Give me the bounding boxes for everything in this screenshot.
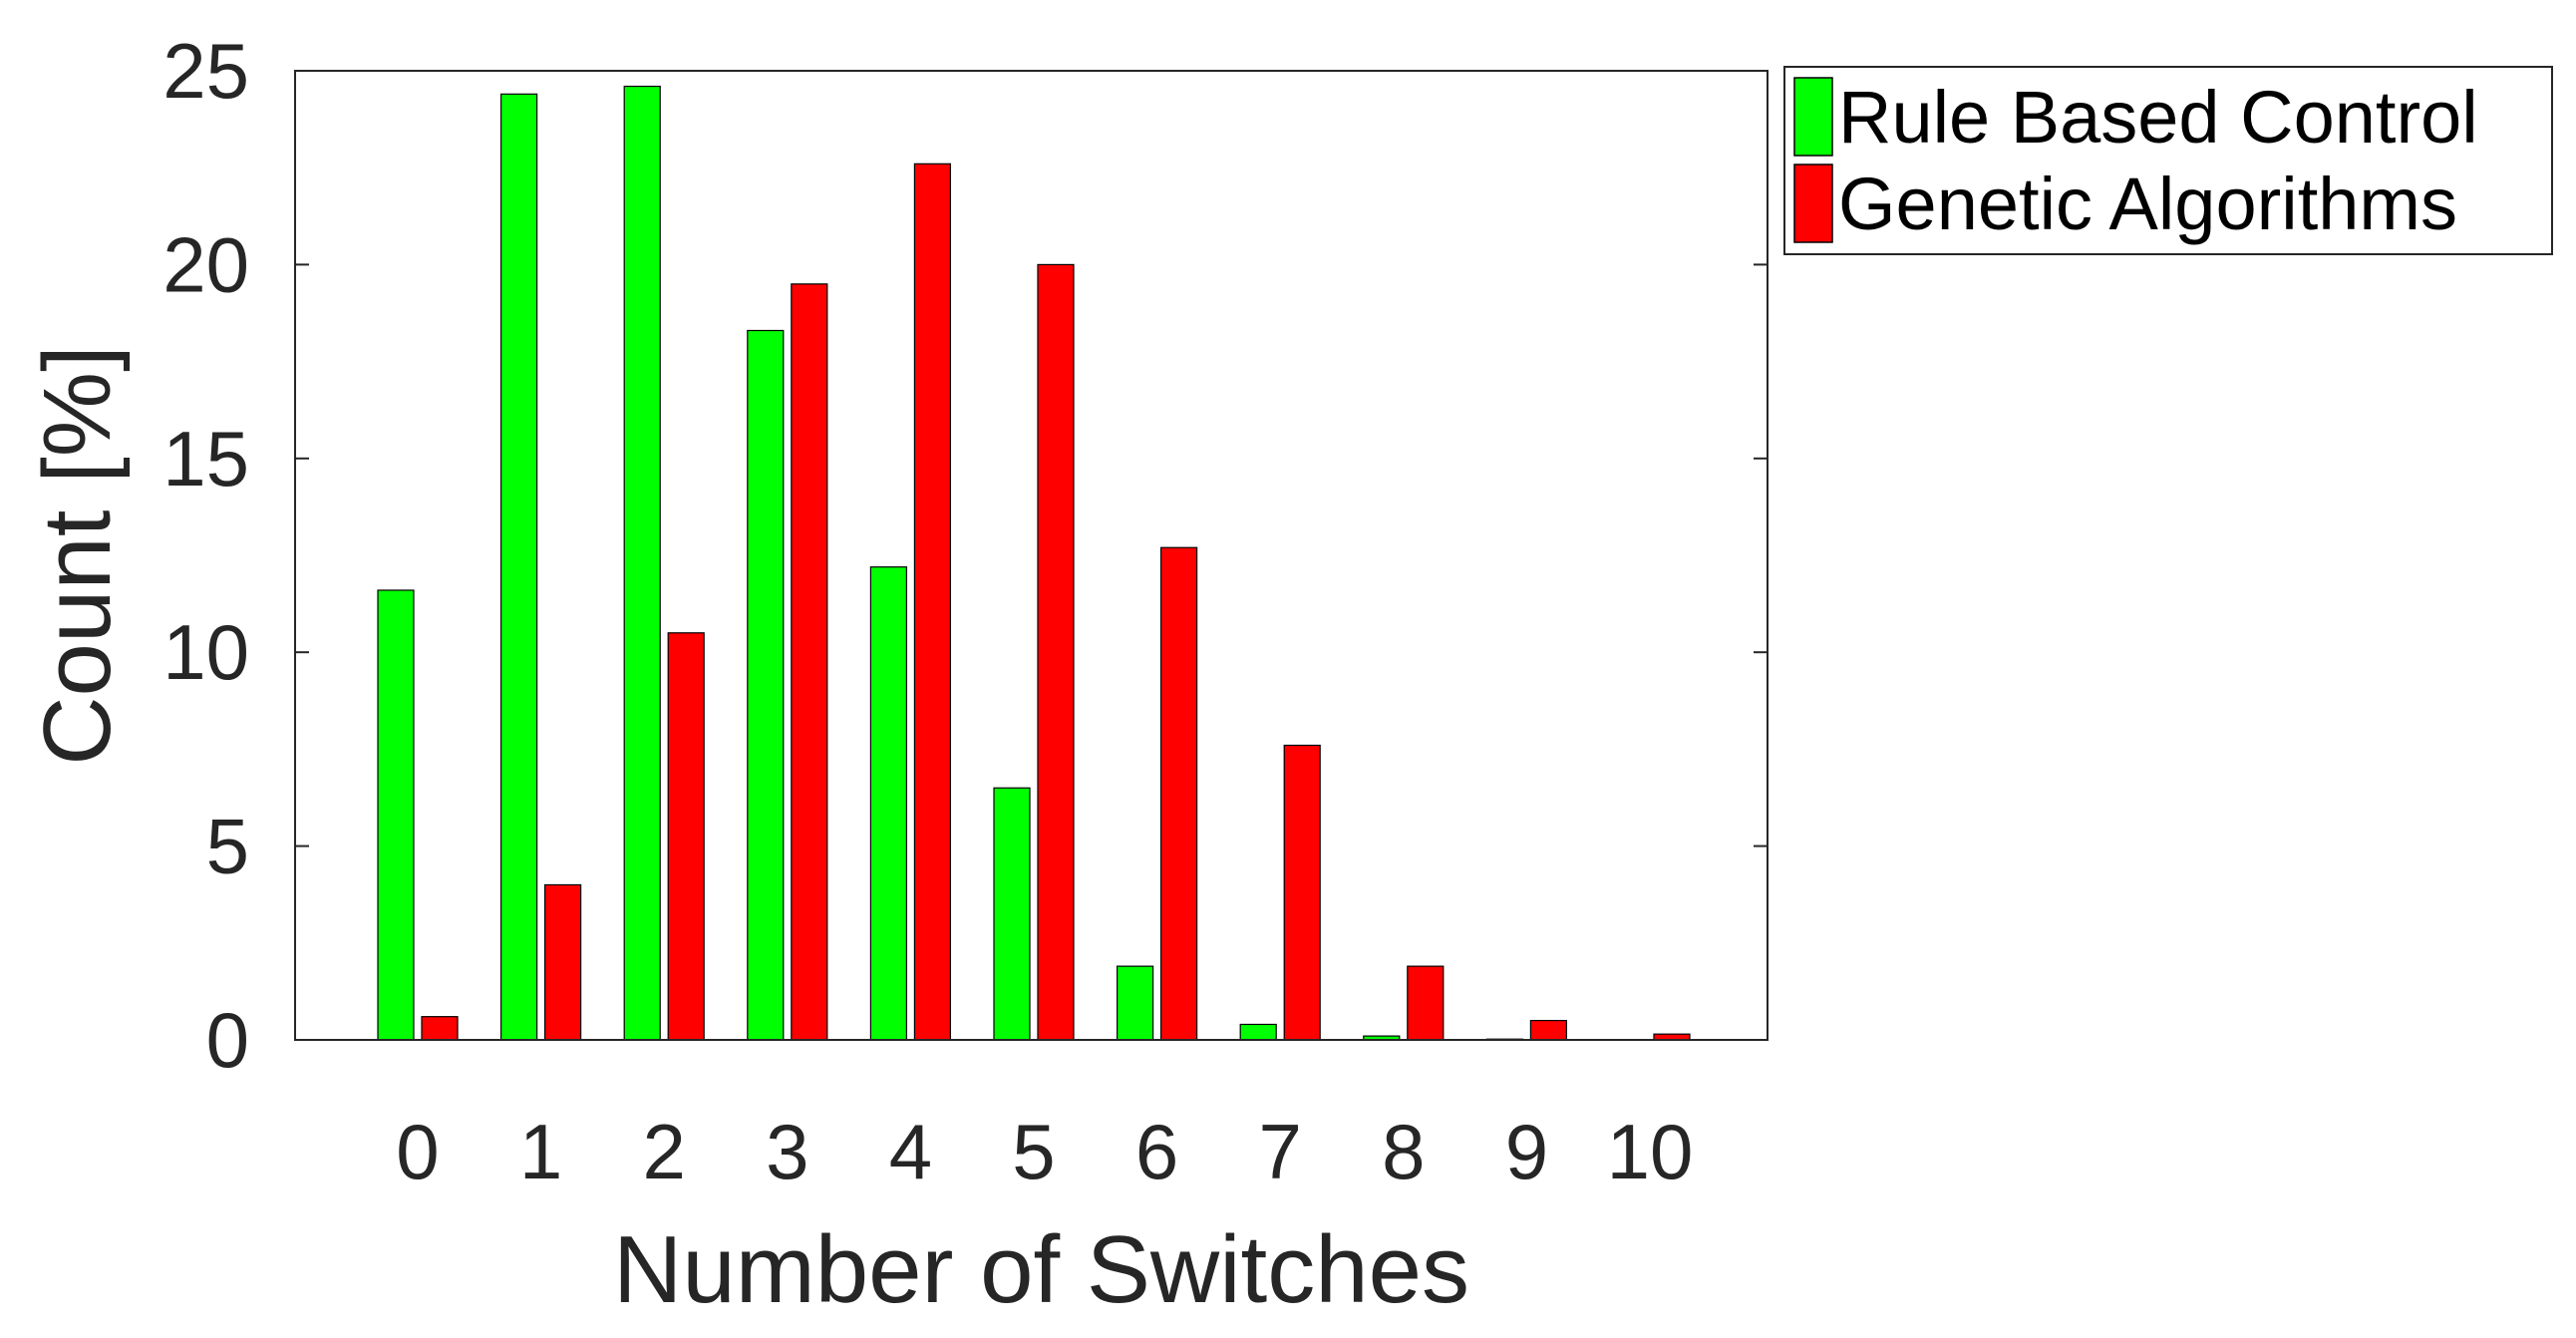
x-axis-label: Number of Switches [613,1216,1469,1323]
x-axis-ticks: 0 1 2 3 4 5 6 7 8 9 10 [396,1108,1693,1195]
bar-genetic-4 [913,163,952,1041]
y-tick-label-15: 15 [162,415,249,502]
y-tick-label-0: 0 [206,996,249,1084]
y-axis-label: Count [%] [24,345,131,766]
bar-rule-based-7 [1239,1023,1277,1041]
legend-swatch-rule-based [1793,77,1833,157]
bar-rule-based-1 [500,93,538,1041]
bars-group [377,85,1691,1041]
bar-genetic-3 [791,283,828,1041]
bar-rule-based-0 [377,589,415,1041]
bar-rule-based-5 [993,787,1031,1041]
legend-label-genetic: Genetic Algorithms [1838,163,2457,245]
bar-genetic-8 [1407,965,1445,1041]
bar-genetic-5 [1037,263,1075,1041]
plot-area-frame [294,70,1769,1041]
y-tick-label-5: 5 [206,803,249,890]
bar-rule-based-3 [747,329,785,1041]
x-tick-label-2: 2 [643,1108,686,1195]
x-tick-label-0: 0 [396,1108,439,1195]
x-tick-label-3: 3 [766,1108,808,1195]
x-tick-label-8: 8 [1382,1108,1425,1195]
x-tick-label-1: 1 [519,1108,562,1195]
legend-box [1783,66,2553,255]
bar-genetic-6 [1159,546,1198,1041]
bar-genetic-9 [1529,1019,1568,1041]
y-tick-label-25: 25 [162,27,249,115]
x-tick-label-5: 5 [1012,1108,1055,1195]
legend-label-rule-based: Rule Based Control [1838,76,2478,159]
legend-swatch-genetic [1793,164,1833,243]
x-tick-label-6: 6 [1135,1108,1178,1195]
bar-rule-based-6 [1116,965,1154,1041]
x-tick-label-10: 10 [1607,1108,1694,1195]
legend: Rule Based Control Genetic Algorithms [1783,66,2553,255]
x-tick-label-4: 4 [889,1108,932,1195]
bar-rule-based-4 [869,566,908,1041]
y-axis-ticks: 0 5 10 15 20 25 [162,27,1768,1084]
bar-rule-based-2 [623,85,661,1041]
bar-genetic-0 [421,1016,459,1041]
bar-genetic-2 [667,632,705,1041]
x-tick-label-9: 9 [1505,1108,1548,1195]
y-tick-label-10: 10 [162,608,249,696]
y-tick-label-20: 20 [162,220,249,308]
x-tick-label-7: 7 [1259,1108,1302,1195]
bar-genetic-1 [543,883,582,1041]
bar-genetic-7 [1283,744,1321,1041]
